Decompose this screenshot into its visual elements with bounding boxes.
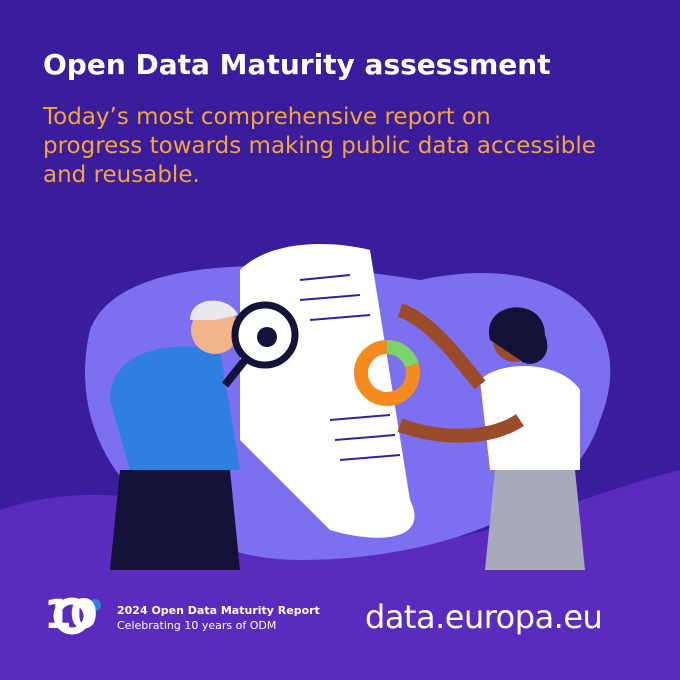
man-hair: [190, 300, 238, 320]
subtitle-line: Today’s most comprehensive report on: [43, 104, 491, 130]
report-name: 2024 Open Data Maturity Report: [117, 604, 320, 617]
man-trousers: [110, 470, 240, 570]
eye: [257, 327, 277, 347]
man-jacket: [110, 346, 240, 470]
subtitle-line: progress towards making public data acce…: [43, 133, 596, 159]
woman-shirt: [480, 366, 580, 470]
title: Open Data Maturity assessment: [43, 48, 551, 81]
subtitle-line: and reusable.: [43, 162, 200, 188]
woman-arm: [397, 303, 486, 390]
badge-ring: [53, 597, 91, 635]
magnifier-handle: [221, 357, 249, 388]
badge-dot: [89, 599, 101, 611]
woman-hair: [488, 307, 548, 364]
subtitle: Today’s most comprehensive report on pro…: [43, 103, 596, 190]
tagline: Celebrating 10 years of ODM: [117, 619, 277, 632]
badge: 10: [44, 592, 98, 638]
brand: data.europa.eu: [365, 598, 603, 636]
badge-number: 10: [44, 592, 98, 638]
donut-slice: [386, 339, 419, 368]
woman-trousers: [485, 470, 585, 570]
paper-lines: [299, 274, 401, 461]
woman-arm: [397, 414, 524, 443]
